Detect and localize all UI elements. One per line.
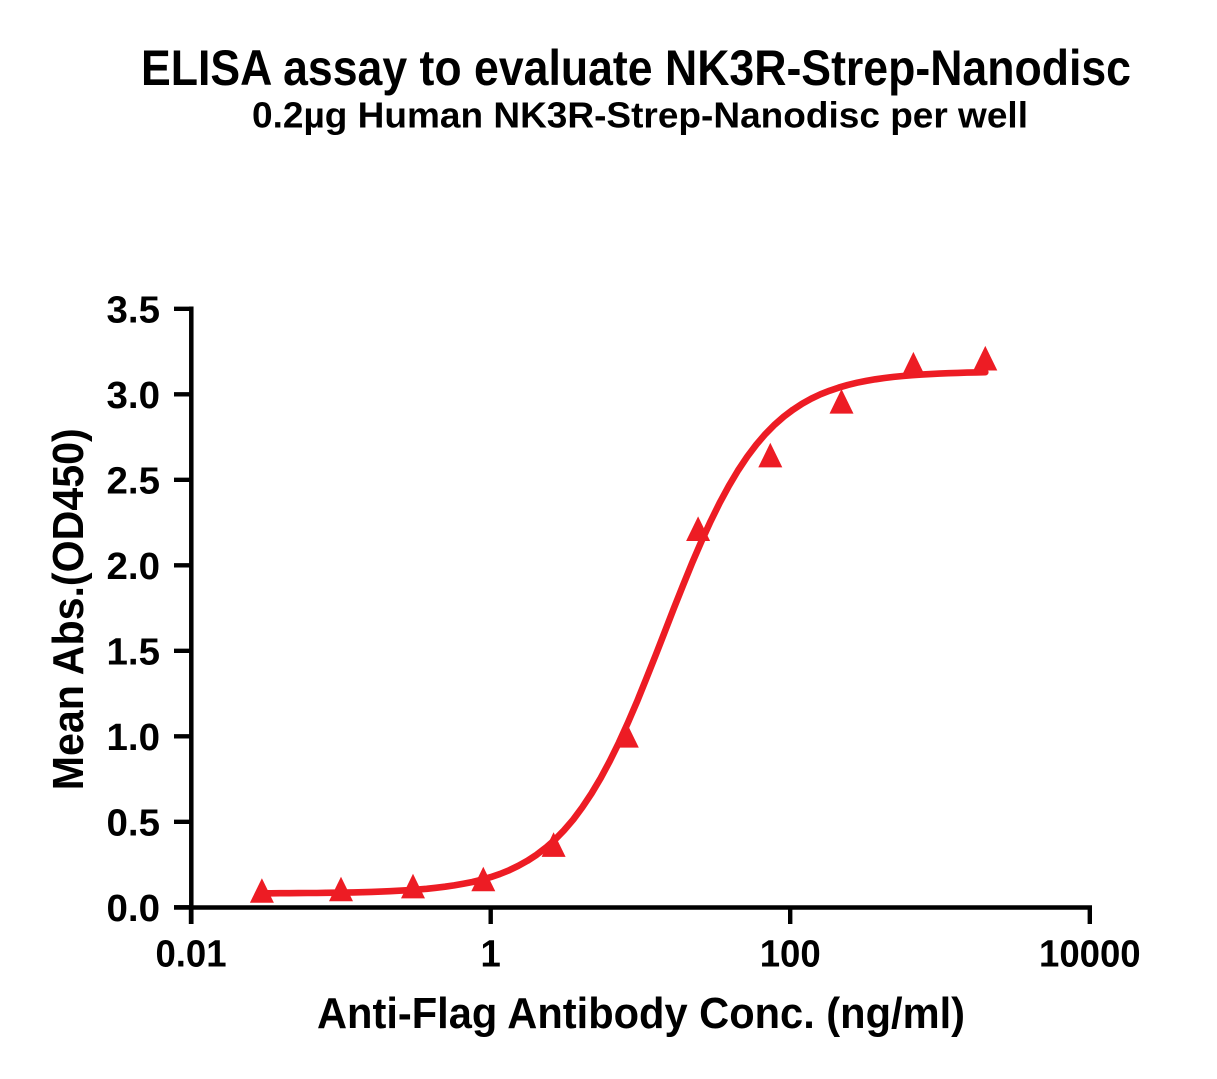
svg-text:1.5: 1.5: [107, 632, 161, 674]
svg-text:10000: 10000: [1039, 934, 1141, 976]
svg-text:1.0: 1.0: [107, 717, 161, 759]
svg-text:0.5: 0.5: [107, 803, 161, 845]
svg-text:2.0: 2.0: [107, 546, 161, 588]
svg-text:ELISA assay to evaluate NK3R-S: ELISA assay to evaluate NK3R-Strep-Nanod…: [141, 40, 1131, 96]
svg-text:3.5: 3.5: [107, 290, 161, 332]
svg-text:0.2µg Human NK3R-Strep-Nanodis: 0.2µg Human NK3R-Strep-Nanodisc per well: [252, 94, 1028, 135]
svg-text:100: 100: [760, 934, 821, 976]
svg-text:2.5: 2.5: [107, 461, 161, 503]
svg-text:0.01: 0.01: [155, 934, 226, 976]
svg-text:Mean Abs.(OD450): Mean Abs.(OD450): [44, 428, 93, 790]
svg-text:Anti-Flag Antibody Conc. (ng/m: Anti-Flag Antibody Conc. (ng/ml): [317, 989, 965, 1038]
svg-text:0.0: 0.0: [107, 888, 161, 930]
svg-text:3.0: 3.0: [107, 375, 161, 417]
svg-text:1: 1: [481, 934, 501, 976]
